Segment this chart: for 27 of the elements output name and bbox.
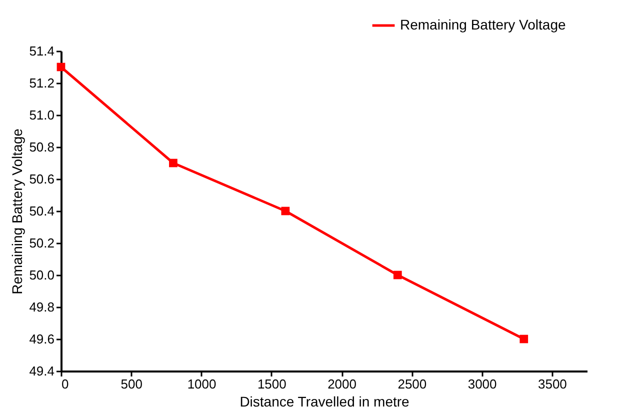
x-tick-label: 1000 bbox=[187, 376, 216, 392]
x-tick-label: 2500 bbox=[398, 376, 427, 392]
y-tick-label: 50.6 bbox=[29, 172, 54, 186]
x-tick-label: 0 bbox=[62, 376, 69, 392]
y-tick-label: 50.4 bbox=[29, 204, 54, 218]
point bbox=[56, 62, 66, 72]
y-tick-label: 50.2 bbox=[29, 236, 54, 250]
y-tick-label: 49.4 bbox=[29, 364, 54, 378]
y-tick-label: 49.8 bbox=[29, 300, 54, 314]
y-tick-label: 49.6 bbox=[29, 332, 54, 346]
y-tick-label: 51.2 bbox=[29, 76, 54, 90]
legend-label: Remaining Battery Voltage bbox=[400, 16, 566, 32]
point bbox=[393, 270, 402, 280]
x-tick-label: 3500 bbox=[538, 376, 567, 392]
y-tick-label: 50.0 bbox=[29, 268, 54, 282]
x-tick-label: 1500 bbox=[257, 376, 286, 392]
point bbox=[520, 334, 528, 344]
x-tick-label: 2000 bbox=[328, 376, 356, 392]
y-tick-label: 51.4 bbox=[29, 44, 54, 58]
x-tick-label: 3000 bbox=[468, 376, 497, 392]
y-axis-title: Remaining Battery Voltage bbox=[9, 128, 26, 294]
point bbox=[169, 158, 178, 168]
x-axis-title: Distance Travelled in metre bbox=[240, 394, 410, 410]
y-tick-label: 51.0 bbox=[29, 108, 54, 122]
y-tick-label: 50.8 bbox=[29, 140, 54, 154]
point bbox=[281, 206, 290, 216]
x-tick-label: 500 bbox=[120, 376, 142, 392]
